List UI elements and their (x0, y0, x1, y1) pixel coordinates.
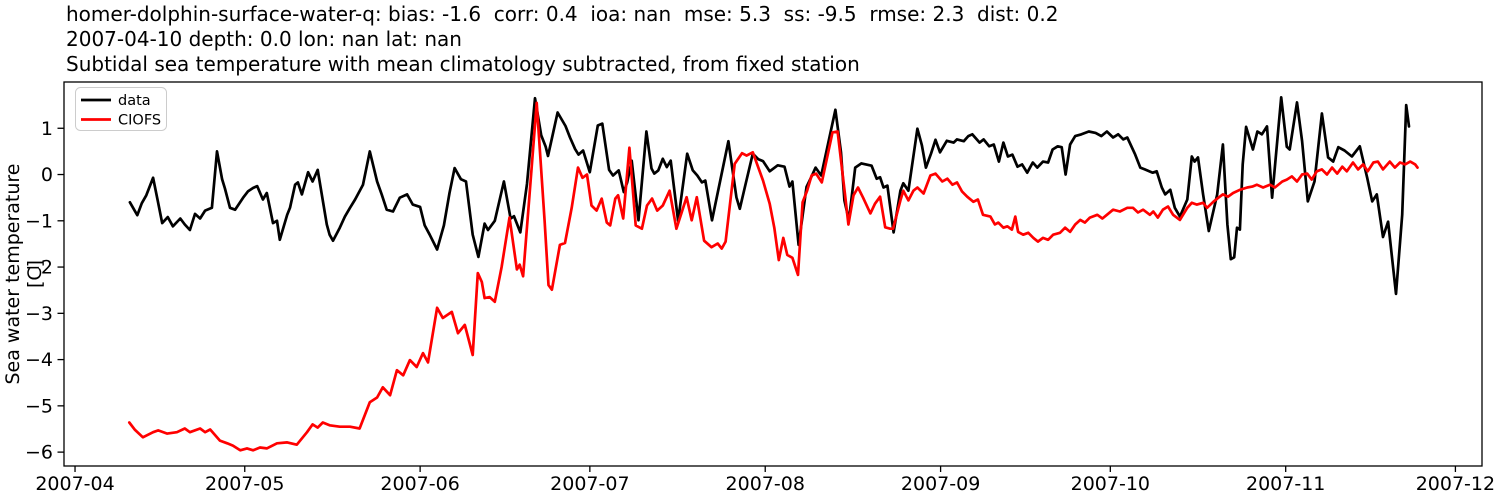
x-tick-label: 2007-04 (35, 473, 114, 495)
y-tick-label: −4 (25, 349, 53, 371)
x-tick-label: 2007-09 (901, 473, 980, 495)
plot-border (63, 81, 1483, 467)
y-tick-label: −3 (25, 303, 53, 325)
y-tick-label: 0 (41, 164, 53, 186)
x-tick-label: 2007-08 (726, 473, 805, 495)
chart-title-datetime: 2007-04-10 depth: 0.0 lon: nan lat: nan (66, 27, 462, 51)
y-tick-label: −2 (25, 257, 53, 279)
x-tick-label: 2007-10 (1071, 473, 1150, 495)
x-tick-label: 2007-12 (1416, 473, 1495, 495)
legend-label-data: data (118, 93, 151, 109)
x-tick-label: 2007-06 (380, 473, 459, 495)
x-tick-label: 2007-11 (1246, 473, 1325, 495)
chart-title-description: Subtidal sea temperature with mean clima… (66, 52, 860, 76)
y-tick-label: −6 (25, 442, 53, 464)
y-tick-label: −1 (25, 210, 53, 232)
y-tick-label: 1 (41, 118, 53, 140)
chart-title-stats: homer-dolphin-surface-water-q: bias: -1.… (66, 2, 1059, 26)
y-tick-label: −5 (25, 395, 53, 417)
x-tick-label: 2007-07 (550, 473, 629, 495)
x-axis-ticks: 2007-04 2007-05 2007-06 2007-07 2007-08 2007-… (35, 466, 1495, 495)
y-axis-ticks: 1 0 −1 −2 −3 −4 −5 −6 (25, 118, 64, 464)
ciofs-series-line (127, 101, 1419, 452)
data-series-line (128, 95, 1411, 296)
legend: data CIOFS (75, 87, 167, 131)
x-tick-label: 2007-05 (205, 473, 284, 495)
legend-label-ciofs: CIOFS (118, 113, 161, 129)
